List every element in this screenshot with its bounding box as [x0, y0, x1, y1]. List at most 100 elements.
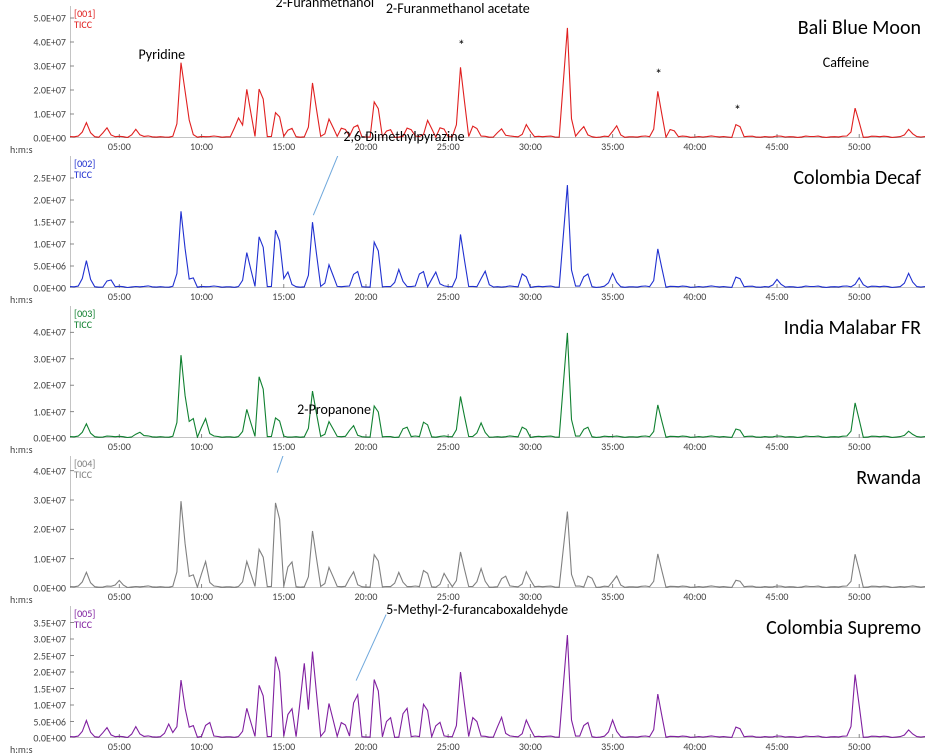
- trace-type: TICC: [74, 469, 95, 480]
- x-tick-label: 50:00: [848, 740, 871, 753]
- x-tick-label: 45:00: [766, 590, 789, 603]
- x-tick-label: 50:00: [848, 290, 871, 303]
- trace-type: TICC: [74, 319, 95, 330]
- chromatogram-panel: 0.0E+001.0E+072.0E+073.0E+074.0E+07 h:m:s…: [0, 456, 935, 606]
- x-tick-label: 40:00: [683, 140, 706, 153]
- y-tick-label: 2.0E+07: [33, 84, 66, 97]
- x-tick-label: 15:00: [272, 440, 295, 453]
- trace-type: TICC: [74, 19, 95, 30]
- x-axis-unit: h:m:s: [10, 293, 33, 306]
- annotation-star: *: [458, 37, 465, 54]
- annotation-label: 2-Furanmethanol acetate: [386, 0, 530, 17]
- y-tick-label: 3.0E+07: [33, 60, 66, 73]
- x-tick-label: 05:00: [108, 590, 131, 603]
- y-tick-label: 2.5E+07: [33, 172, 66, 185]
- y-tick-label: 2.0E+07: [33, 194, 66, 207]
- x-axis: 05:0010:0015:0020:0025:0030:0035:0040:00…: [70, 288, 925, 306]
- y-tick-label: 1.0E+07: [33, 405, 66, 418]
- x-tick-label: 30:00: [519, 290, 542, 303]
- x-tick-label: 35:00: [601, 740, 624, 753]
- trace-id-tag: [003]TICC: [74, 308, 95, 330]
- trace-type: TICC: [74, 619, 95, 630]
- annotation-star: *: [655, 66, 662, 83]
- chromatogram-panel: 0.0E+001.0E+072.0E+073.0E+074.0E+075.0E+…: [0, 6, 935, 156]
- x-tick-label: 45:00: [766, 740, 789, 753]
- x-tick-label: 10:00: [190, 440, 213, 453]
- x-tick-label: 35:00: [601, 290, 624, 303]
- x-axis-unit: h:m:s: [10, 593, 33, 606]
- y-tick-label: 5.0E+07: [33, 12, 66, 25]
- x-tick-label: 35:00: [601, 140, 624, 153]
- x-tick-label: 15:00: [272, 140, 295, 153]
- x-tick-label: 10:00: [190, 590, 213, 603]
- trace-id-tag: [004]TICC: [74, 458, 95, 480]
- y-tick-label: 2.5E+07: [33, 649, 66, 662]
- x-tick-label: 40:00: [683, 590, 706, 603]
- x-tick-label: 05:00: [108, 290, 131, 303]
- x-tick-label: 20:00: [354, 290, 377, 303]
- trace-id-tag: [001]TICC: [74, 8, 95, 30]
- chromatogram-trace: [70, 501, 925, 587]
- sample-title: India Malabar FR: [784, 316, 921, 340]
- x-tick-label: 45:00: [766, 440, 789, 453]
- x-axis: 05:0010:0015:0020:0025:0030:0035:0040:00…: [70, 738, 925, 756]
- y-tick-label: 0.0E+00: [33, 732, 66, 745]
- x-tick-label: 35:00: [601, 590, 624, 603]
- chromatogram-trace: [70, 635, 925, 737]
- y-axis: 0.0E+005.0E+061.0E+071.5E+072.0E+072.5E+…: [0, 156, 70, 286]
- x-tick-label: 15:00: [272, 740, 295, 753]
- annotation-label: 2-Furanmethanol: [276, 0, 375, 11]
- chromatogram-trace: [70, 185, 925, 287]
- y-tick-label: 0.0E+00: [33, 282, 66, 295]
- x-axis: 05:0010:0015:0020:0025:0030:0035:0040:00…: [70, 138, 925, 156]
- chromatogram-panel: 0.0E+00 5.0E+06 1.0E+07 1.5E+07 2.0E+07 2.5E+…: [0, 156, 935, 306]
- x-tick-label: 15:00: [272, 590, 295, 603]
- x-tick-label: 35:00: [601, 440, 624, 453]
- x-tick-label: 40:00: [683, 740, 706, 753]
- y-tick-label: 0.0E+00: [33, 432, 66, 445]
- x-tick-label: 50:00: [848, 140, 871, 153]
- annotation-label: Pyridine: [138, 46, 185, 63]
- chromatogram-trace: [70, 333, 925, 438]
- x-axis-unit: h:m:s: [10, 443, 33, 456]
- y-tick-label: 1.0E+07: [33, 108, 66, 121]
- y-tick-label: 3.0E+07: [33, 352, 66, 365]
- y-tick-label: 5.0E+06: [33, 715, 66, 728]
- y-tick-label: 0.0E+00: [33, 582, 66, 595]
- annotation-star: *: [563, 0, 570, 9]
- y-axis: 0.0E+005.0E+061.0E+071.5E+072.0E+072.5E+…: [0, 606, 70, 736]
- chromatogram-figure: 0.0E+001.0E+072.0E+073.0E+074.0E+075.0E+…: [0, 0, 935, 756]
- sample-title: Bali Blue Moon: [798, 16, 921, 40]
- y-tick-label: 3.0E+07: [33, 633, 66, 646]
- x-axis-unit: h:m:s: [10, 143, 33, 156]
- x-tick-label: 05:00: [108, 740, 131, 753]
- trace-id-tag: [005]TICC: [74, 608, 95, 630]
- y-tick-label: 1.0E+07: [33, 238, 66, 251]
- y-tick-label: 5.0E+06: [33, 260, 66, 273]
- sample-title: Rwanda: [856, 466, 921, 490]
- x-tick-label: 40:00: [683, 440, 706, 453]
- x-tick-label: 50:00: [848, 440, 871, 453]
- x-tick-label: 20:00: [354, 740, 377, 753]
- x-tick-label: 30:00: [519, 440, 542, 453]
- x-tick-label: 30:00: [519, 740, 542, 753]
- x-tick-label: 05:00: [108, 440, 131, 453]
- annotation-label: 2,6-Dimethylpyrazine: [343, 128, 464, 145]
- annotation-label: 2-Propanone: [297, 401, 371, 418]
- y-axis: 0.0E+001.0E+072.0E+073.0E+074.0E+07: [0, 456, 70, 586]
- plot-area: [70, 456, 925, 588]
- x-tick-label: 15:00: [272, 290, 295, 303]
- y-tick-label: 2.0E+07: [33, 379, 66, 392]
- x-tick-label: 10:00: [190, 140, 213, 153]
- trace-type: TICC: [74, 169, 95, 180]
- y-tick-label: 1.0E+07: [33, 552, 66, 565]
- y-tick-label: 4.0E+07: [33, 36, 66, 49]
- annotation-label: 5-Methyl-2-furancaboxaldehyde: [386, 601, 568, 618]
- x-tick-label: 45:00: [766, 290, 789, 303]
- y-tick-label: 3.5E+07: [33, 616, 66, 629]
- y-tick-label: 1.5E+07: [33, 216, 66, 229]
- y-tick-label: 3.0E+07: [33, 494, 66, 507]
- x-tick-label: 05:00: [108, 140, 131, 153]
- y-tick-label: 4.0E+07: [33, 326, 66, 339]
- chromatogram-panel: 0.0E+005.0E+061.0E+071.5E+072.0E+072.5E+…: [0, 606, 935, 756]
